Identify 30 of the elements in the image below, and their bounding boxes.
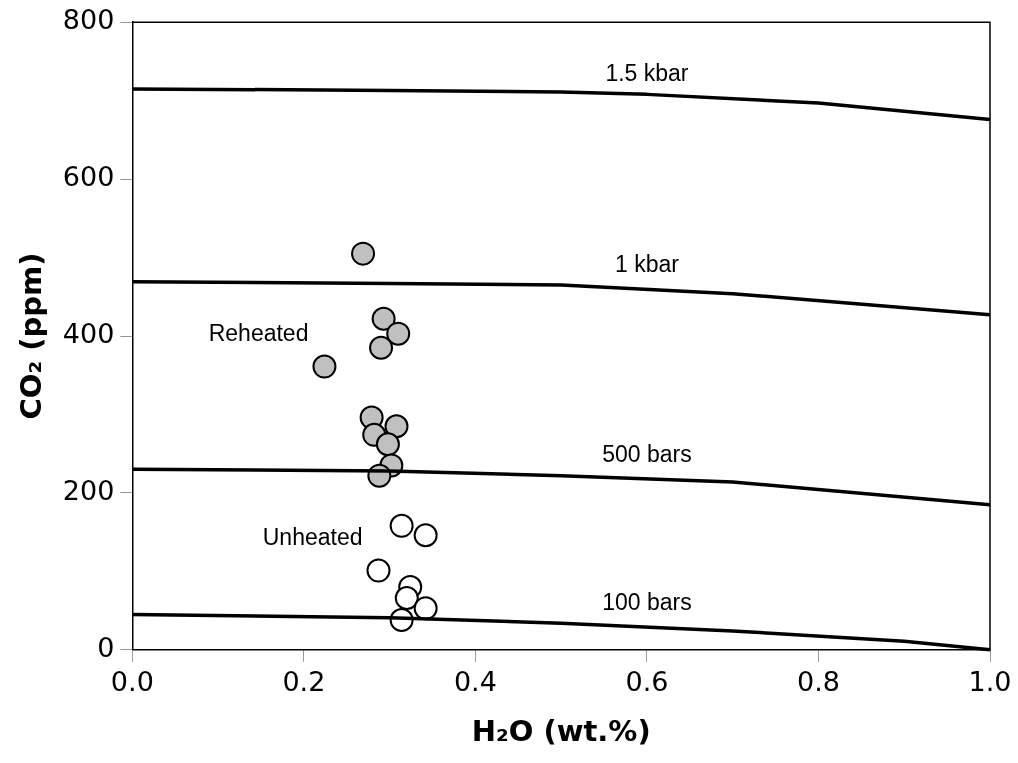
- y-axis-title: CO₂ (ppm): [13, 252, 48, 420]
- series-label: 1 kbar: [614, 250, 680, 277]
- point: [312, 354, 337, 379]
- series-label: Reheated: [208, 320, 309, 347]
- point: [384, 414, 409, 439]
- x-tick-label: 1.0: [968, 666, 1012, 698]
- y-tick-label: 200: [62, 474, 115, 506]
- series-label: 100 bars: [602, 588, 692, 615]
- series-label: Unheated: [262, 524, 363, 551]
- y-tick-label: 600: [62, 161, 115, 193]
- point: [394, 586, 419, 611]
- x-tick-label: 0.6: [625, 666, 669, 698]
- series-label: 500 bars: [602, 441, 692, 468]
- point: [389, 513, 414, 538]
- point: [369, 335, 394, 360]
- point: [366, 558, 391, 583]
- y-tick-label: 0: [97, 631, 115, 663]
- point: [413, 523, 438, 548]
- point: [371, 306, 396, 331]
- x-tick-label: 0.4: [453, 666, 497, 698]
- y-tick-label: 800: [62, 4, 115, 36]
- x-tick-label: 0.8: [796, 666, 840, 698]
- x-axis-title: H₂O (wt.%): [471, 714, 651, 749]
- point: [375, 432, 400, 457]
- series-label: 1.5 kbar: [605, 60, 689, 87]
- x-tick-label: 0.2: [282, 666, 326, 698]
- point: [351, 241, 376, 266]
- x-tick-label: 0.0: [110, 666, 154, 698]
- point: [386, 321, 411, 346]
- y-tick-label: 400: [62, 318, 115, 350]
